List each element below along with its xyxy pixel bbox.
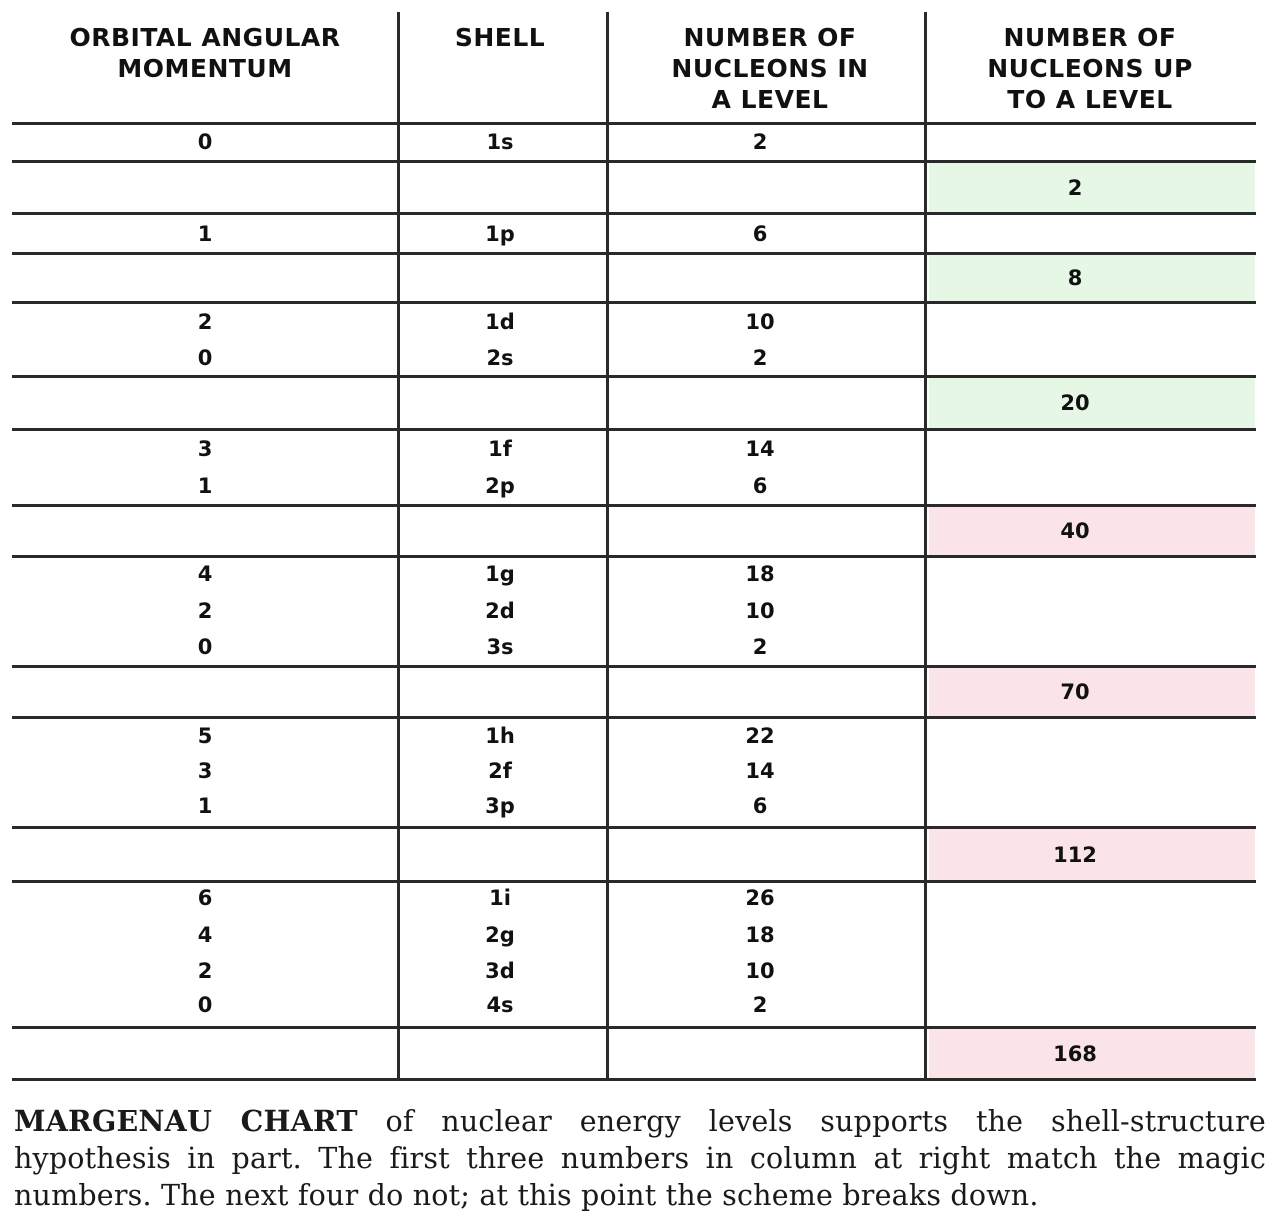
cumulative-band xyxy=(929,378,1255,428)
nucleons-in-level-value: 22 xyxy=(745,724,775,748)
header-nucleons-in-level: NUMBER OF NUCLEONS IN A LEVEL xyxy=(671,23,869,114)
row-divider xyxy=(12,160,1256,163)
cumulative-band xyxy=(929,255,1255,301)
nucleons-in-level-value: 6 xyxy=(752,474,768,498)
cumulative-band xyxy=(929,507,1255,555)
cumulative-total-value: 2 xyxy=(1067,175,1083,200)
row-divider xyxy=(12,665,1256,668)
nucleons-in-level-value: 2 xyxy=(752,635,768,659)
shell-label: 2f xyxy=(488,759,512,783)
orbital-value: 2 xyxy=(197,959,213,983)
nucleons-in-level-value: 6 xyxy=(752,222,768,246)
orbital-value: 2 xyxy=(197,310,213,334)
row-divider xyxy=(12,1026,1256,1029)
column-divider xyxy=(606,12,609,1080)
nucleons-in-level-value: 10 xyxy=(745,599,775,623)
header-orbital-angular-momentum: ORBITAL ANGULAR MOMENTUM xyxy=(69,23,341,83)
shell-label: 4s xyxy=(486,993,514,1017)
cumulative-total-value: 112 xyxy=(1053,842,1097,867)
shell-label: 3s xyxy=(486,635,514,659)
cumulative-total-value: 8 xyxy=(1067,266,1083,290)
orbital-value: 4 xyxy=(197,923,213,947)
row-divider xyxy=(12,375,1256,378)
row-divider xyxy=(12,1078,1256,1081)
orbital-value: 0 xyxy=(197,993,213,1017)
nucleons-in-level-value: 14 xyxy=(745,437,775,461)
cumulative-band xyxy=(929,829,1255,880)
nucleons-in-level-value: 6 xyxy=(752,794,768,818)
shell-label: 1i xyxy=(489,886,511,910)
row-divider xyxy=(12,504,1256,507)
shell-label: 2p xyxy=(485,474,515,498)
nucleons-in-level-value: 2 xyxy=(752,130,768,154)
shell-label: 1p xyxy=(485,222,515,246)
row-divider xyxy=(12,880,1256,883)
shell-label: 2d xyxy=(485,599,515,623)
shell-label: 1s xyxy=(486,130,514,154)
orbital-value: 3 xyxy=(197,759,213,783)
orbital-value: 1 xyxy=(197,794,213,818)
row-divider xyxy=(12,212,1256,215)
shell-label: 1d xyxy=(485,310,515,334)
cumulative-total-value: 70 xyxy=(1060,680,1090,704)
column-divider xyxy=(397,12,400,1080)
row-divider xyxy=(12,826,1256,829)
shell-label: 3p xyxy=(485,794,515,818)
orbital-value: 5 xyxy=(197,724,213,748)
cumulative-total-value: 40 xyxy=(1060,519,1090,543)
row-divider xyxy=(12,252,1256,255)
shell-label: 2s xyxy=(486,346,514,370)
orbital-value: 1 xyxy=(197,474,213,498)
nucleons-in-level-value: 2 xyxy=(752,993,768,1017)
orbital-value: 1 xyxy=(197,222,213,246)
figure-caption: MARGENAU CHART of nuclear energy levels … xyxy=(14,1103,1266,1214)
shell-label: 2g xyxy=(485,923,515,947)
row-divider xyxy=(12,122,1256,125)
orbital-value: 6 xyxy=(197,886,213,910)
nucleons-in-level-value: 14 xyxy=(745,759,775,783)
nucleons-in-level-value: 10 xyxy=(745,310,775,334)
cumulative-band xyxy=(929,163,1255,212)
column-divider xyxy=(924,12,927,1080)
orbital-value: 3 xyxy=(197,437,213,461)
row-divider xyxy=(12,555,1256,558)
orbital-value: 0 xyxy=(197,130,213,154)
caption-body: of nuclear energy levels supports the sh… xyxy=(14,1105,1266,1212)
header-nucleons-up-to-level: NUMBER OF NUCLEONS UP TO A LEVEL xyxy=(987,23,1193,114)
orbital-value: 2 xyxy=(197,599,213,623)
row-divider xyxy=(12,716,1256,719)
orbital-value: 0 xyxy=(197,635,213,659)
shell-label: 1g xyxy=(485,562,515,586)
row-divider xyxy=(12,428,1256,431)
cumulative-band xyxy=(929,1029,1255,1078)
shell-label: 1f xyxy=(488,437,512,461)
cumulative-total-value: 168 xyxy=(1053,1041,1097,1066)
nucleons-in-level-value: 10 xyxy=(745,959,775,983)
orbital-value: 4 xyxy=(197,562,213,586)
nucleons-in-level-value: 18 xyxy=(745,923,775,947)
cumulative-total-value: 20 xyxy=(1060,391,1090,415)
nucleons-in-level-value: 26 xyxy=(745,886,775,910)
shell-label: 3d xyxy=(485,959,515,983)
header-shell: SHELL xyxy=(454,23,546,52)
nucleons-in-level-value: 2 xyxy=(752,346,768,370)
orbital-value: 0 xyxy=(197,346,213,370)
nucleons-in-level-value: 18 xyxy=(745,562,775,586)
caption-title: MARGENAU CHART xyxy=(14,1104,358,1138)
cumulative-band xyxy=(929,668,1255,716)
row-divider xyxy=(12,301,1256,304)
shell-label: 1h xyxy=(485,724,515,748)
